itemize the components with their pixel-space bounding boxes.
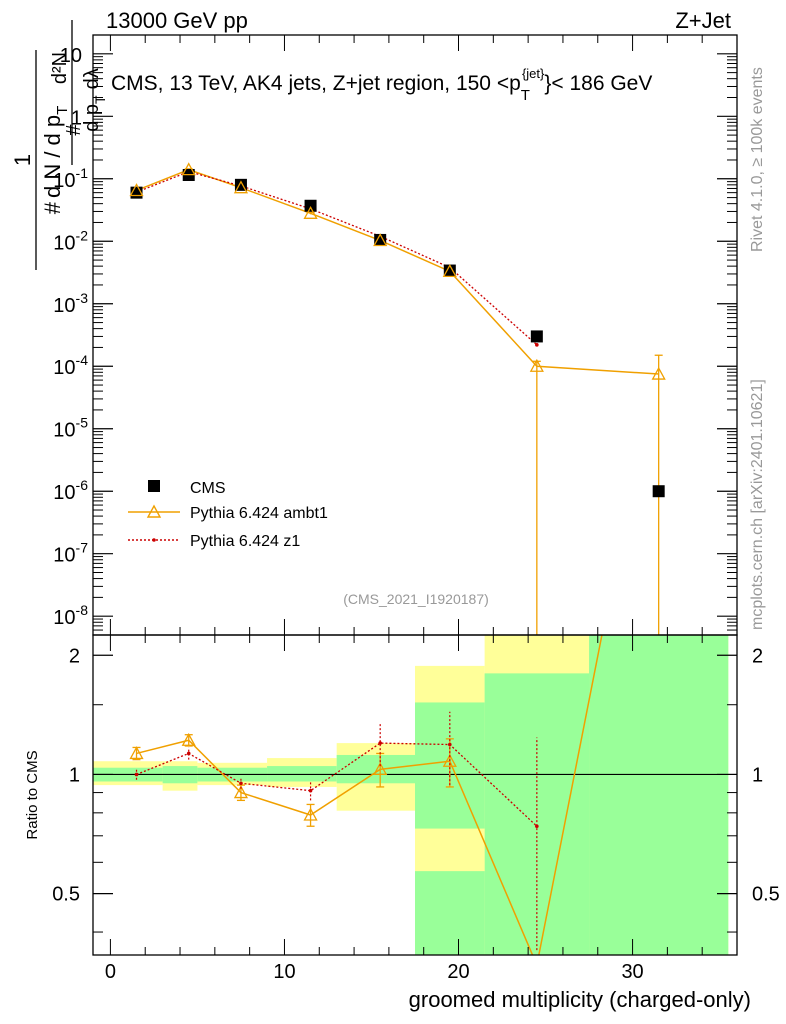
legend-marker-ambt1 (146, 504, 162, 518)
series-line-ambt1 (136, 168, 659, 375)
point-ambt1 (373, 233, 388, 247)
ratio-point-ambt1 (373, 762, 388, 776)
y-tick-label: 10-2 (53, 227, 88, 254)
ylabel-one: 1 (10, 154, 35, 166)
ratio-y-axis-label: Ratio to CMS (24, 750, 41, 839)
ratio-point-z1 (535, 824, 539, 829)
x-tick-label: 30 (621, 961, 643, 983)
ratio-tick-label-right: 2 (752, 645, 763, 667)
point-ambt1 (233, 180, 249, 194)
point-cms (443, 264, 456, 277)
header-energy-label: 13000 GeV pp (106, 8, 248, 33)
y-tick-label: 10-3 (53, 290, 88, 317)
series-line-z1 (136, 170, 538, 346)
ratio-point-ambt1 (233, 785, 249, 799)
y-tick-label: 10-7 (53, 540, 88, 567)
ratio-point-ambt1 (129, 746, 144, 760)
ylabel-denominator: #d N / d pT (40, 106, 71, 215)
ratio-point-z1 (378, 741, 382, 745)
x-tick-label: 0 (105, 961, 116, 983)
ratio-tick-label-right: 1 (752, 764, 763, 786)
ratio-tick-label: 2 (69, 645, 80, 667)
uncertainty-band-stat (484, 673, 590, 955)
point-cms (652, 485, 665, 498)
point-cms (374, 233, 387, 246)
analysis-id-label: (CMS_2021_I1920187) (343, 591, 489, 607)
ratio-point-z1 (239, 781, 243, 786)
ratio-tick-label: 1 (69, 764, 80, 786)
ylabel-hash: # (63, 124, 85, 136)
point-cms (304, 199, 317, 212)
mcplots-label: mcplots.cern.ch [arXiv:2401.10621] (749, 379, 766, 630)
main-y-axis-label-right: d²N # d pTdλ (49, 20, 108, 165)
point-ambt1 (181, 162, 196, 176)
point-cms (530, 330, 543, 343)
ratio-tick-label-right: 0.5 (752, 884, 780, 906)
ratio-point-ambt1 (303, 807, 318, 821)
y-tick-label: 10-8 (53, 602, 88, 629)
ratio-point-ambt1 (181, 732, 196, 746)
uncertainty-band-stat (589, 635, 729, 955)
header-process-label: Z+Jet (675, 8, 731, 33)
ylabel-dpT-dl: d pTdλ (81, 68, 108, 132)
ratio-line-ambt1 (136, 635, 603, 955)
legend-label-z1: Pythia 6.424 z1 (190, 533, 300, 550)
point-ambt1 (442, 263, 457, 278)
point-ambt1 (129, 183, 144, 197)
ratio-point-z1 (448, 742, 452, 747)
x-axis-label: groomed multiplicity (charged-only) (409, 987, 751, 1012)
legend: CMS Pythia 6.424 ambt1 Pythia 6.424 z1 (128, 480, 328, 550)
legend-marker-cms (148, 480, 160, 492)
ratio-point-z1 (308, 788, 313, 793)
ratio-point-z1 (186, 751, 191, 756)
ratio-frame (92, 634, 738, 956)
ratio-point-ambt1 (442, 753, 457, 767)
point-z1 (535, 343, 539, 347)
y-tick-label: 10 (60, 45, 82, 67)
y-tick-label: 10-4 (53, 352, 88, 379)
legend-label-ambt1: Pythia 6.424 ambt1 (190, 505, 328, 522)
y-tick-label: 10-5 (53, 415, 88, 442)
legend-label-cms: CMS (190, 480, 226, 497)
uncertainty-band-total (415, 828, 485, 872)
point-ambt1 (303, 205, 318, 219)
uncertainty-band-stat (267, 766, 337, 782)
chart-title: CMS, 13 TeV, AK4 jets, Z+jet region, 150… (111, 66, 652, 104)
rivet-version-label: Rivet 4.1.0, ≥ 100k events (749, 67, 766, 252)
legend-marker-z1 (152, 538, 156, 542)
point-ambt1 (529, 358, 544, 372)
y-tick-label: 10-6 (53, 477, 88, 504)
y-tick-label: 1 (71, 107, 82, 129)
x-tick-label: 20 (447, 961, 469, 983)
y-tick-label: 10-1 (53, 165, 88, 192)
main-y-axis-label: 1 #d N / d pT (10, 50, 71, 270)
ratio-tick-label: 0.5 (52, 884, 80, 906)
uncertainty-band-stat (336, 754, 415, 784)
ylabel-d2N: d²N (49, 52, 71, 84)
point-ambt1 (651, 366, 666, 380)
ratio-point-z1 (134, 772, 139, 777)
x-tick-label: 10 (273, 961, 295, 983)
